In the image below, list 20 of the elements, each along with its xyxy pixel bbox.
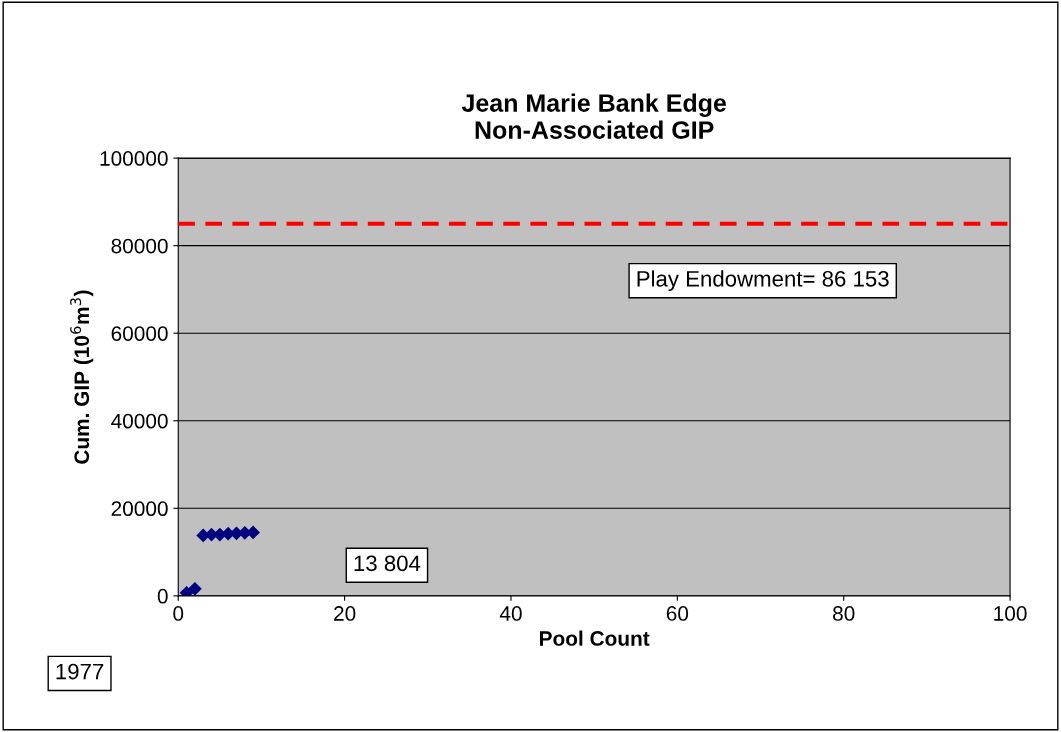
text: 1977 bbox=[56, 663, 104, 680]
y-axis-title: Cum. GIP (10$^{6}$m$^{3}$) bbox=[70, 290, 94, 464]
annotation: Play Endowment= 86 153 bbox=[637, 270, 889, 292]
x-tick-label: 80 bbox=[833, 606, 855, 621]
y-tick-label: 0 bbox=[157, 588, 168, 604]
y-tick-label: 80000 bbox=[111, 238, 168, 254]
x-tick-label: 0 bbox=[173, 606, 184, 621]
x-tick-label: 60 bbox=[666, 606, 689, 621]
x-tick-label: 20 bbox=[334, 606, 356, 621]
y-tick-label: 60000 bbox=[111, 326, 168, 341]
point bbox=[196, 528, 210, 543]
point bbox=[188, 582, 202, 596]
y-tick-label: 20000 bbox=[111, 501, 168, 517]
x-tick-label: 40 bbox=[499, 606, 522, 621]
annotation: 13 804 bbox=[354, 555, 421, 572]
x-axis-title: Pool Count bbox=[540, 630, 650, 646]
x-tick-label: 100 bbox=[994, 606, 1027, 621]
y-tick-label: 100000 bbox=[100, 151, 168, 166]
chart-title: Jean Marie Bank Edge Non-Associated GIP bbox=[461, 93, 727, 139]
y-tick-label: 40000 bbox=[111, 413, 168, 429]
